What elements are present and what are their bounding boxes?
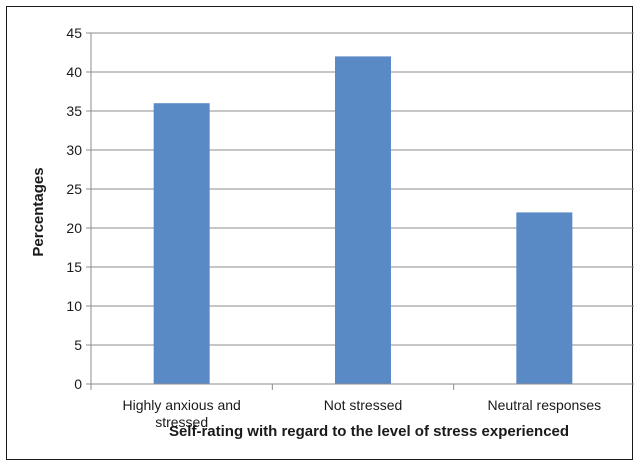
y-tick-label: 15 — [66, 259, 82, 275]
y-tick-label: 30 — [66, 142, 82, 158]
y-tick-label: 35 — [66, 103, 82, 119]
y-axis-title: Percentages — [30, 167, 47, 256]
bar — [516, 212, 573, 384]
x-tick-label: Highly anxious and stressed — [123, 397, 241, 430]
x-tick-label-line: Highly anxious and — [123, 397, 241, 413]
y-tick-label: 10 — [66, 298, 82, 314]
x-tick-label: Neutral responses — [488, 397, 602, 413]
bar — [153, 103, 210, 384]
bar-chart: 0 5 10 15 20 25 30 35 40 45 Highly anxious and str… — [30, 25, 636, 440]
y-tick-labels: 0 5 10 15 20 25 30 35 40 45 — [66, 25, 82, 392]
x-tick-labels: Highly anxious and stressed Not stressed Ne… — [123, 397, 602, 430]
chart-frame: 0 5 10 15 20 25 30 35 40 45 Highly anxious and str… — [6, 6, 636, 460]
y-tick-label: 5 — [74, 337, 82, 353]
x-tick-label: Not stressed — [324, 397, 403, 413]
y-tick-label: 25 — [66, 181, 82, 197]
x-tick-label-line: Not stressed — [324, 397, 403, 413]
bar — [335, 56, 391, 385]
y-tick-label: 0 — [74, 376, 82, 392]
y-tick-label: 20 — [66, 220, 82, 236]
x-tick-label-line: Neutral responses — [488, 397, 602, 413]
y-tick-label: 40 — [66, 64, 82, 80]
y-tick-label: 45 — [66, 25, 82, 41]
bars — [153, 56, 573, 385]
x-axis-title: Self-rating with regard to the level of … — [169, 423, 569, 440]
x-tick-label-line: stressed — [155, 414, 208, 430]
